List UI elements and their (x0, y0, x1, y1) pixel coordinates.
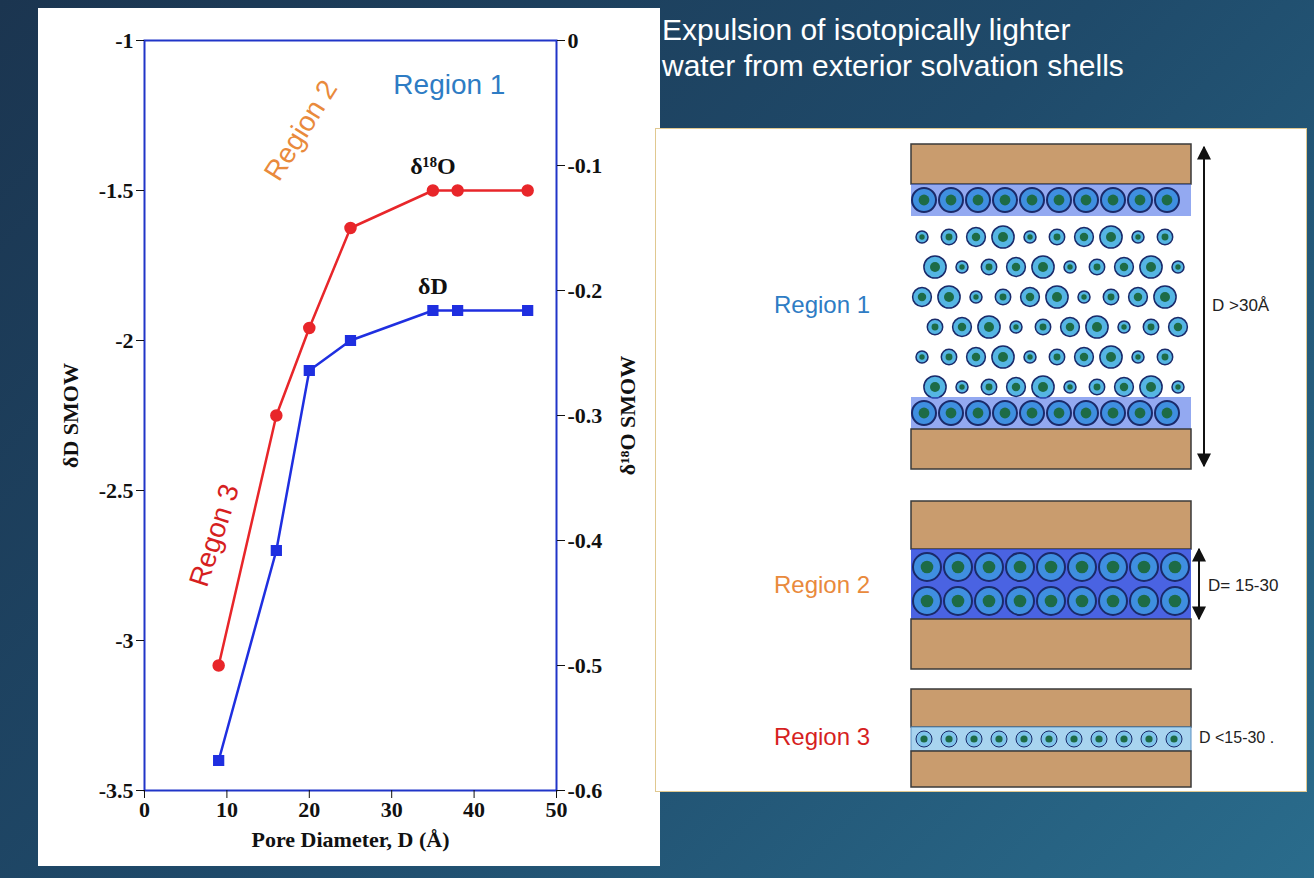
svg-text:D <15-30 .: D <15-30 . (1199, 729, 1274, 746)
svg-text:-2: -2 (115, 328, 133, 353)
html-text:Expulsion of isotopically ligh: Expulsion of isotopically lighter water … (662, 13, 1124, 82)
svg-text:δ¹⁸O: δ¹⁸O (410, 153, 456, 179)
svg-text:D >30Å: D >30Å (1212, 296, 1270, 315)
svg-text:-2.5: -2.5 (99, 478, 134, 503)
svg-text:-3: -3 (115, 628, 133, 653)
svg-text:Region 2: Region 2 (258, 74, 344, 185)
svg-text:-0.6: -0.6 (568, 778, 603, 803)
svg-text:Region 2: Region 2 (774, 571, 870, 598)
svg-text:0: 0 (139, 797, 150, 822)
svg-text:Regon 3: Regon 3 (183, 480, 245, 590)
svg-text:Region 3: Region 3 (774, 723, 870, 750)
svg-text:Region 1: Region 1 (774, 291, 870, 318)
svg-text:δD SMOW: δD SMOW (58, 363, 83, 468)
svg-text:20: 20 (298, 797, 320, 822)
svg-text:-1: -1 (115, 28, 133, 53)
svg-text:40: 40 (463, 797, 485, 822)
svg-text:0: 0 (568, 28, 579, 53)
svg-text:-3.5: -3.5 (99, 778, 134, 803)
svg-text:Region 1: Region 1 (393, 69, 505, 100)
svg-text:10: 10 (216, 797, 238, 822)
svg-text:30: 30 (381, 797, 403, 822)
svg-text:-0.3: -0.3 (568, 403, 603, 428)
svg-text:-1.5: -1.5 (99, 178, 134, 203)
svg-text:-0.2: -0.2 (568, 278, 603, 303)
svg-text:δD: δD (418, 273, 448, 299)
svg-text:δ¹⁸O SMOW: δ¹⁸O SMOW (615, 356, 640, 475)
svg-text:D= 15-30: D= 15-30 (1208, 576, 1278, 595)
svg-text:50: 50 (546, 797, 568, 822)
svg-text:-0.4: -0.4 (568, 528, 603, 553)
svg-text:Pore Diameter, D (Å): Pore Diameter, D (Å) (252, 827, 450, 852)
svg-text:-0.1: -0.1 (568, 153, 603, 178)
svg-text:-0.5: -0.5 (568, 653, 603, 678)
